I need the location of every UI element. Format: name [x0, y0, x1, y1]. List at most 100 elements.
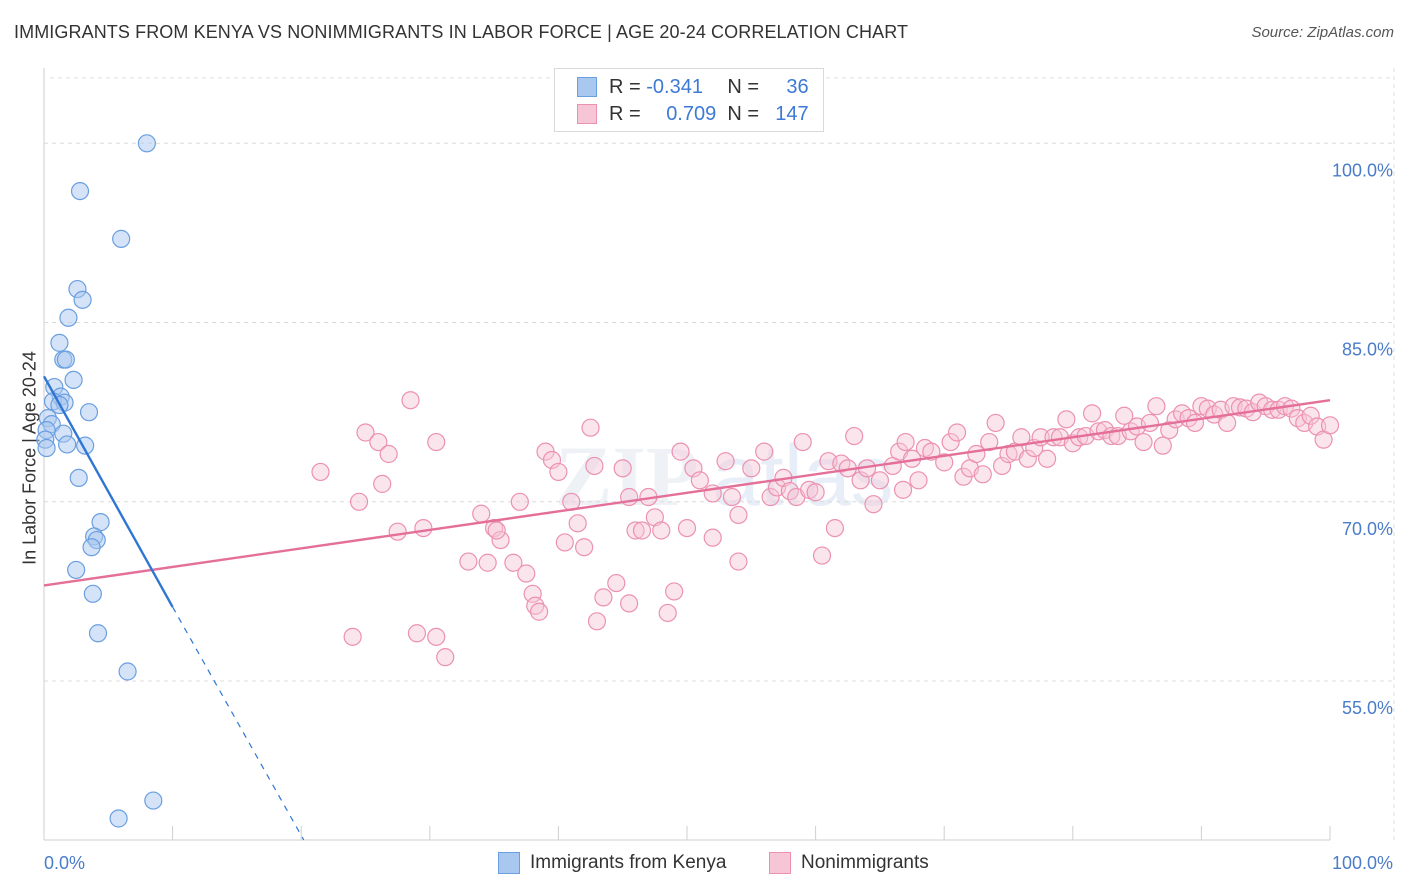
kenya-point: [67, 560, 86, 580]
legend-n-label: N =: [727, 75, 760, 98]
nonimmigrants-point: [973, 465, 992, 484]
kenya-point: [83, 584, 102, 603]
nonimmigrants-point: [729, 505, 748, 525]
nonimmigrants-point: [1018, 449, 1037, 468]
legend-label-nonimmigrants: Nonimmigrants: [801, 852, 929, 873]
nonimmigrants-point: [555, 533, 574, 552]
nonimmigrants-point: [935, 453, 954, 472]
nonimmigrants-point: [967, 444, 986, 464]
nonimmigrants-point: [1037, 449, 1057, 468]
nonimmigrants-point: [1134, 432, 1153, 452]
kenya-point: [64, 370, 83, 390]
nonimmigrants-point: [626, 521, 645, 540]
nonimmigrants-point: [478, 553, 497, 572]
legend-swatch-nonimmigrants: [577, 104, 597, 124]
legend-n-value: 36: [786, 75, 809, 98]
nonimmigrants-point: [587, 612, 607, 631]
nonimmigrants-point: [581, 418, 600, 437]
y-tick-labels: 55.0% 70.0% 85.0% 100.0%: [1332, 160, 1393, 718]
kenya-point: [69, 468, 88, 488]
kenya-point: [112, 229, 131, 248]
source-label: Source: ZipAtlas.com: [1251, 24, 1394, 41]
kenya-point: [144, 791, 163, 810]
nonimmigrants-trend-line: [43, 399, 1331, 587]
chart-title: IMMIGRANTS FROM KENYA VS NONIMMIGRANTS I…: [14, 22, 909, 42]
nonimmigrants-point: [349, 492, 369, 511]
kenya-point: [137, 134, 156, 153]
nonimmigrants-point: [658, 603, 677, 623]
nonimmigrants-point: [613, 459, 632, 478]
legend-row-nonimmigrants: R = 0.709 N = 147: [577, 101, 809, 127]
nonimmigrants-point: [1082, 404, 1102, 423]
kenya-point: [109, 809, 128, 828]
legend-item-kenya[interactable]: Immigrants from Kenya: [498, 852, 726, 874]
nonimmigrants-point: [575, 538, 594, 557]
nonimmigrants-point: [356, 423, 375, 442]
nonimmigrants-point: [414, 518, 433, 538]
legend-n-label: N =: [727, 102, 760, 125]
nonimmigrants-point: [491, 530, 510, 550]
nonimmigrants-point: [594, 588, 613, 607]
nonimmigrants-point: [427, 627, 446, 646]
legend-r-value: 0.709: [666, 102, 717, 125]
legend-n-value: 147: [775, 102, 809, 125]
nonimmigrants-point: [427, 432, 446, 452]
series-legend: Immigrants from Kenya Nonimmigrants: [0, 852, 1406, 878]
nonimmigrants-point: [690, 471, 709, 490]
legend-r-label: R =: [609, 75, 641, 98]
kenya-point: [88, 624, 108, 643]
nonimmigrants-point: [373, 474, 392, 493]
nonimmigrants-point: [517, 564, 536, 583]
x-tick-labels: 0.0% 100.0%: [44, 853, 1393, 873]
x-tick-label: 0.0%: [44, 853, 85, 873]
nonimmigrants-point: [729, 552, 748, 571]
nonimmigrants-point: [742, 459, 761, 478]
nonimmigrants-point: [671, 442, 690, 461]
nonimmigrants-point: [1057, 410, 1076, 429]
nonimmigrants-point: [568, 514, 587, 533]
nonimmigrants-point: [677, 518, 697, 538]
kenya-points: [36, 134, 163, 828]
kenya-point: [79, 403, 99, 422]
y-tick-label: 70.0%: [1342, 519, 1393, 539]
nonimmigrants-point: [1147, 397, 1166, 416]
kenya-point: [56, 350, 75, 369]
nonimmigrants-point: [980, 432, 999, 452]
nonimmigrants-point: [896, 432, 915, 452]
legend-swatch-kenya: [577, 77, 597, 97]
nonimmigrants-point: [986, 413, 1005, 433]
legend-r-label: R =: [609, 102, 641, 125]
nonimmigrants-point: [716, 452, 735, 471]
nonimmigrants-point: [845, 426, 864, 446]
nonimmigrants-point: [722, 487, 742, 507]
nonimmigrants-point: [472, 504, 491, 523]
nonimmigrants-point: [523, 584, 542, 603]
kenya-trend-extension: [172, 606, 305, 841]
nonimmigrants-point: [388, 522, 407, 541]
nonimmigrants-point: [369, 432, 388, 452]
nonimmigrants-point: [459, 552, 478, 571]
nonimmigrants-point: [1301, 406, 1320, 425]
nonimmigrants-point: [870, 471, 890, 490]
nonimmigrants-point: [652, 521, 671, 540]
nonimmigrants-point: [703, 528, 722, 547]
nonimmigrants-point: [825, 518, 844, 538]
kenya-point: [37, 438, 56, 458]
nonimmigrants-point: [407, 624, 427, 643]
nonimmigrants-point: [1185, 413, 1205, 433]
legend-item-nonimmigrants[interactable]: Nonimmigrants: [769, 852, 929, 874]
nonimmigrants-point: [487, 521, 506, 540]
nonimmigrants-point: [947, 423, 967, 442]
trend-lines: [42, 375, 1331, 841]
nonimmigrants-point: [510, 492, 529, 511]
stats-legend: R = -0.341 N = 36 R = 0.709 N = 147: [554, 68, 824, 132]
legend-swatch-kenya: [498, 852, 520, 874]
nonimmigrants-point: [761, 487, 780, 507]
nonimmigrants-point: [607, 573, 626, 593]
y-tick-label: 55.0%: [1342, 698, 1393, 718]
nonimmigrants-point: [401, 391, 420, 410]
nonimmigrants-point: [1115, 406, 1134, 425]
nonimmigrants-point: [343, 627, 362, 646]
nonimmigrants-point: [665, 582, 684, 601]
